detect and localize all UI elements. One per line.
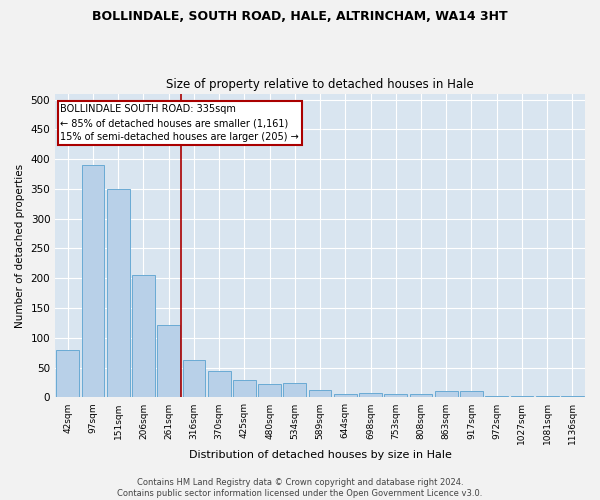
Bar (511, 396, 533, 398)
X-axis label: Distribution of detached houses by size in Hale: Distribution of detached houses by size … (188, 450, 452, 460)
Bar (309, 390, 331, 398)
Bar (82, 165, 104, 398)
Bar (536, 396, 559, 398)
Text: BOLLINDALE SOUTH ROAD: 335sqm
← 85% of detached houses are smaller (1,161)
15% o: BOLLINDALE SOUTH ROAD: 335sqm ← 85% of d… (61, 104, 299, 142)
Bar (182, 360, 205, 398)
Text: Contains HM Land Registry data © Crown copyright and database right 2024.
Contai: Contains HM Land Registry data © Crown c… (118, 478, 482, 498)
Bar (435, 392, 458, 398)
Bar (132, 276, 155, 398)
Text: BOLLINDALE, SOUTH ROAD, HALE, ALTRINCHAM, WA14 3HT: BOLLINDALE, SOUTH ROAD, HALE, ALTRINCHAM… (92, 10, 508, 23)
Bar (56, 350, 79, 398)
Bar (334, 394, 356, 398)
Bar (485, 396, 508, 398)
Bar (460, 392, 483, 398)
Bar (283, 383, 306, 398)
Bar (561, 396, 584, 398)
Bar (410, 394, 433, 398)
Bar (107, 189, 130, 398)
Y-axis label: Number of detached properties: Number of detached properties (15, 164, 25, 328)
Bar (208, 370, 230, 398)
Bar (258, 384, 281, 398)
Bar (157, 325, 180, 398)
Bar (233, 380, 256, 398)
Bar (385, 394, 407, 398)
Title: Size of property relative to detached houses in Hale: Size of property relative to detached ho… (166, 78, 474, 91)
Bar (359, 392, 382, 398)
